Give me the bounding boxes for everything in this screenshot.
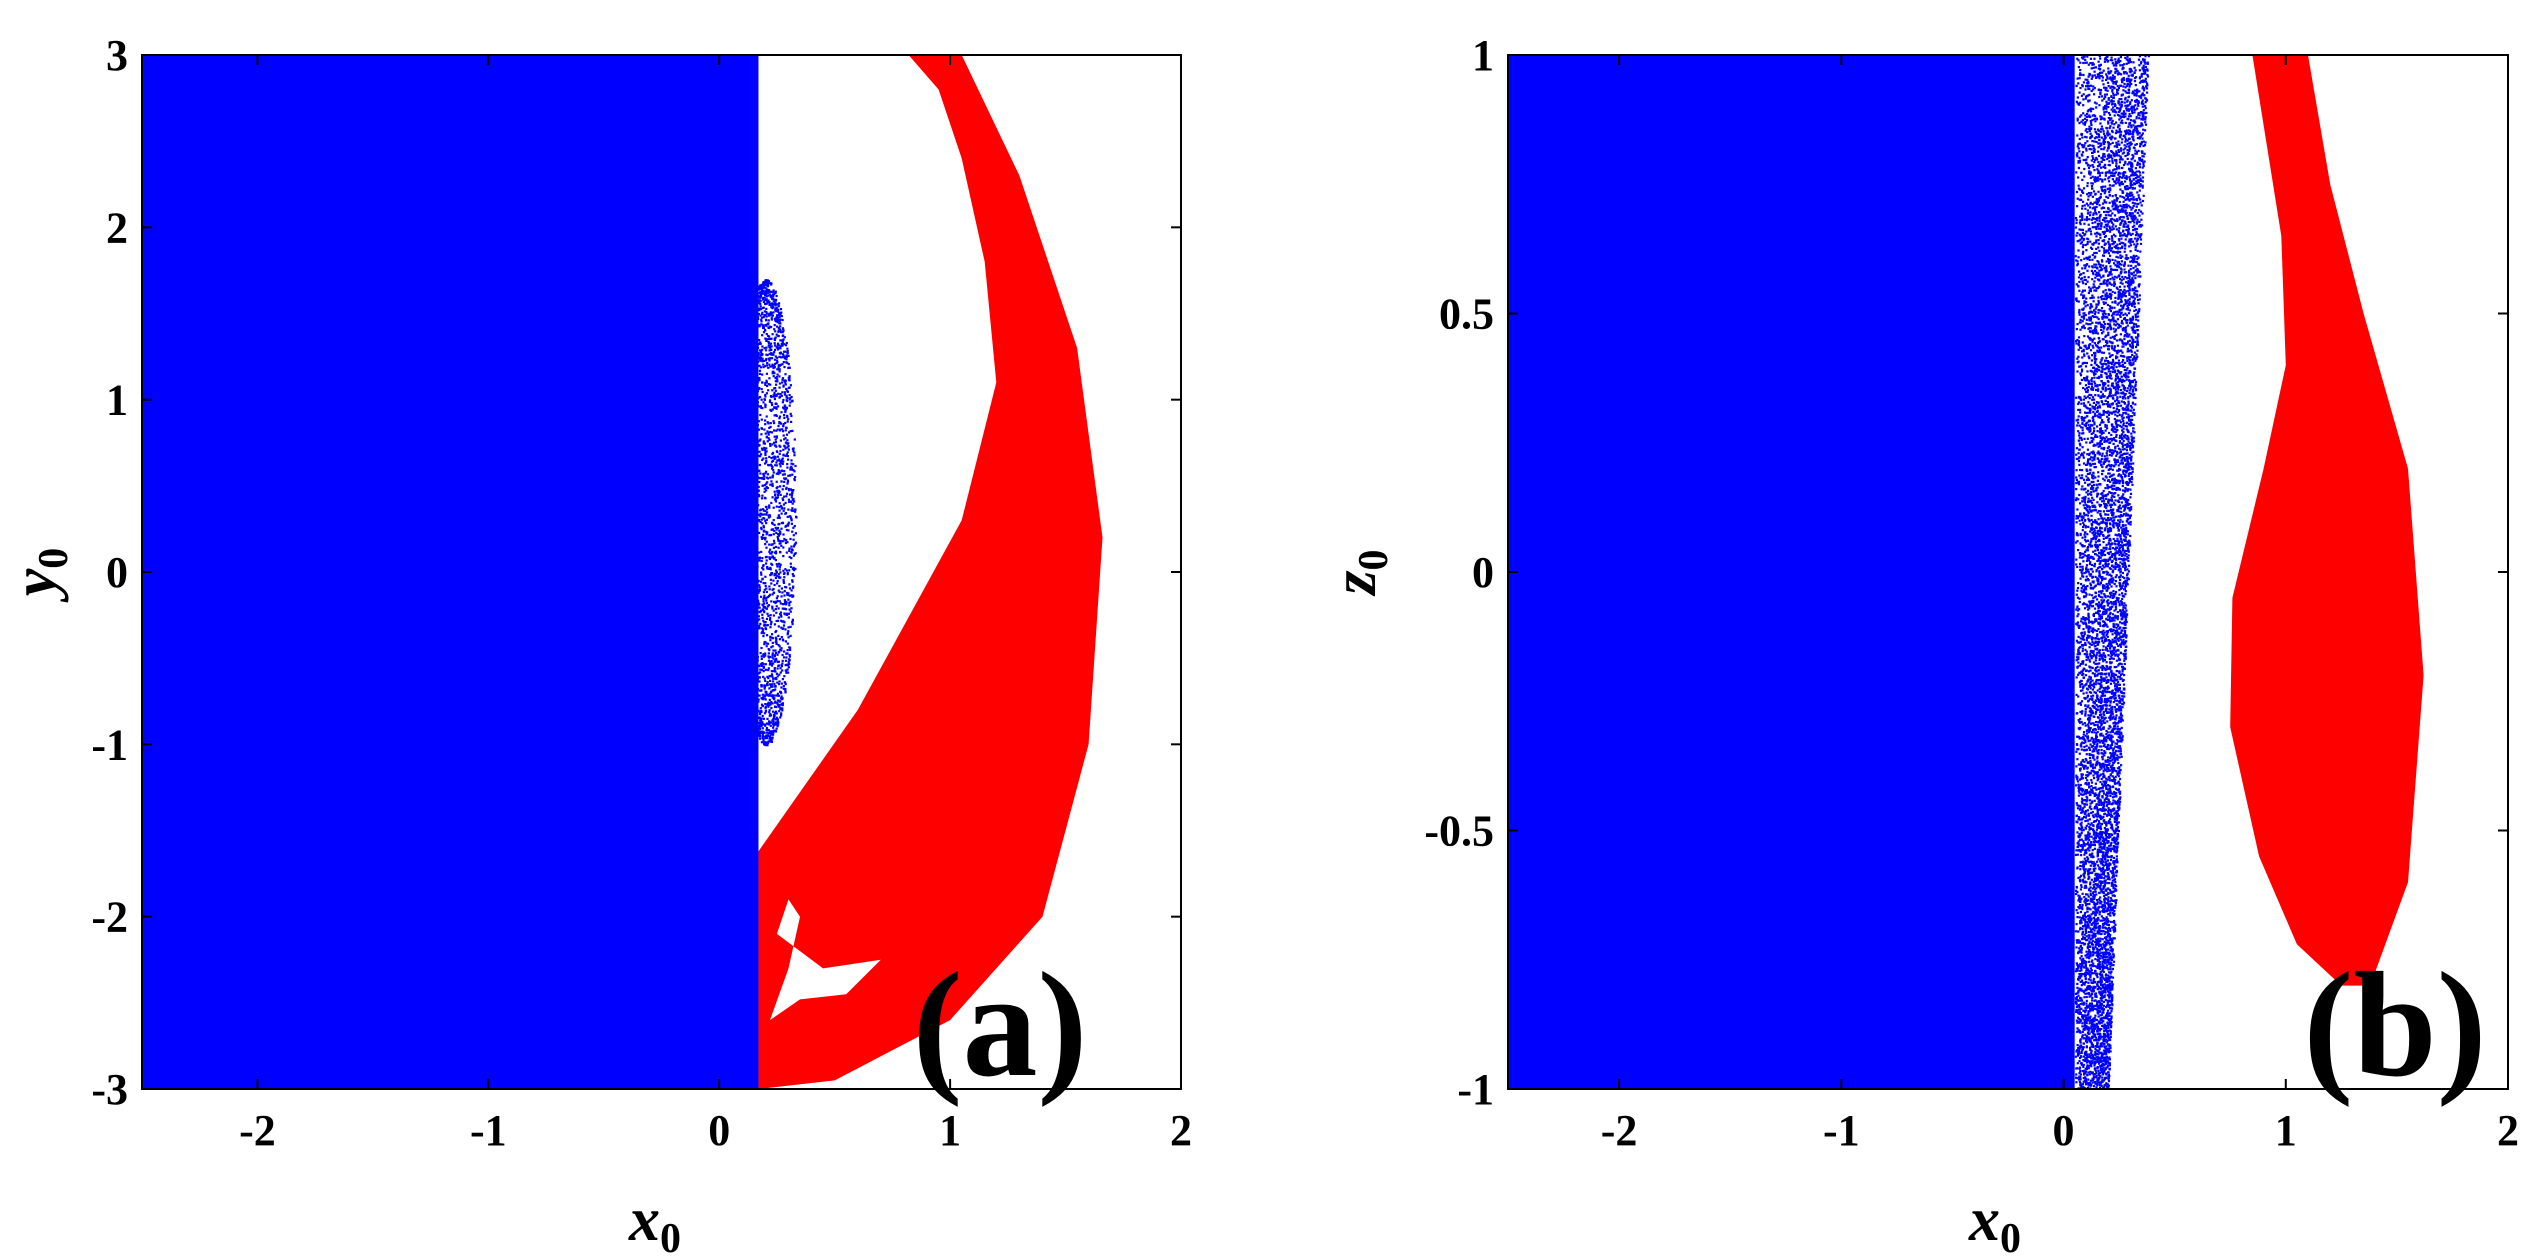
panel-a-ytick-label: -3: [91, 1065, 128, 1114]
panel-b-region-1-speckle: [2074, 55, 2150, 1089]
panel-b-label: (b): [2303, 942, 2486, 1108]
panel-b-xtick-label: 2: [2497, 1106, 2519, 1155]
panel-a-ylabel: y0: [1, 548, 77, 604]
panel-a-xtick-label: 0: [708, 1106, 730, 1155]
panel-a-ytick-label: -1: [91, 720, 128, 769]
panel-a-ytick-label: -2: [91, 893, 128, 942]
panel-b-xtick-label: 0: [2053, 1106, 2075, 1155]
panel-a-xlabel: x0: [628, 1186, 681, 1259]
panel-a-ytick-label: 1: [106, 376, 128, 425]
panel-a-xtick-label: 2: [1170, 1106, 1192, 1155]
panel-a-region-1-speckle: [735, 279, 798, 747]
panel-b-ylabel: z0: [1321, 549, 1397, 596]
panel-b-region-2-shape: [2230, 55, 2424, 986]
panel-a-region-2-shape: [758, 55, 1103, 1089]
panel-a-ytick-label: 2: [106, 203, 128, 252]
panel-b-ytick-label: 1: [1472, 31, 1494, 80]
panel-a-ytick-label: 0: [106, 548, 128, 597]
panel-a-xtick-label: -2: [239, 1106, 276, 1155]
panel-b-plot-area: [1508, 55, 2508, 1089]
panel-b-xtick-label: -1: [1823, 1106, 1860, 1155]
panel-b-regions: [1508, 55, 2424, 1089]
panel-b: -2 -1 0 1 2 -1 -0.5 0 0.5 1 (b) x0 z0: [1321, 31, 2519, 1259]
panel-a-region-0-rect: [142, 55, 759, 1089]
panel-b-ticks: -2 -1 0 1 2 -1 -0.5 0 0.5 1: [1424, 31, 2519, 1155]
panel-b-xtick-label: -2: [1601, 1106, 1638, 1155]
panel-b-ytick-label: 0: [1472, 548, 1494, 597]
panel-a-label: (a): [913, 942, 1088, 1108]
panel-a-ticks: -2 -1 0 1 2 -3 -2 -1 0 1 2 3: [91, 31, 1192, 1155]
panel-b-region-0-rect: [1508, 55, 2075, 1089]
panel-b-ytick-label: -0.5: [1424, 807, 1494, 856]
panel-b-ytick-label: 0.5: [1439, 290, 1494, 339]
panel-b-xlabel: x0: [1968, 1186, 2021, 1259]
panel-a-xtick-label: 1: [939, 1106, 961, 1155]
panel-a: -2 -1 0 1 2 -3 -2 -1 0 1 2 3 (a) x0 y0: [1, 31, 1192, 1259]
panel-a-xtick-label: -1: [470, 1106, 507, 1155]
panel-a-plot-area: [142, 55, 1181, 1089]
panel-a-regions: [142, 55, 1103, 1089]
panel-a-ytick-label: 3: [106, 31, 128, 80]
panel-b-ytick-label: -1: [1457, 1065, 1494, 1114]
panel-b-xtick-label: 1: [2275, 1106, 2297, 1155]
